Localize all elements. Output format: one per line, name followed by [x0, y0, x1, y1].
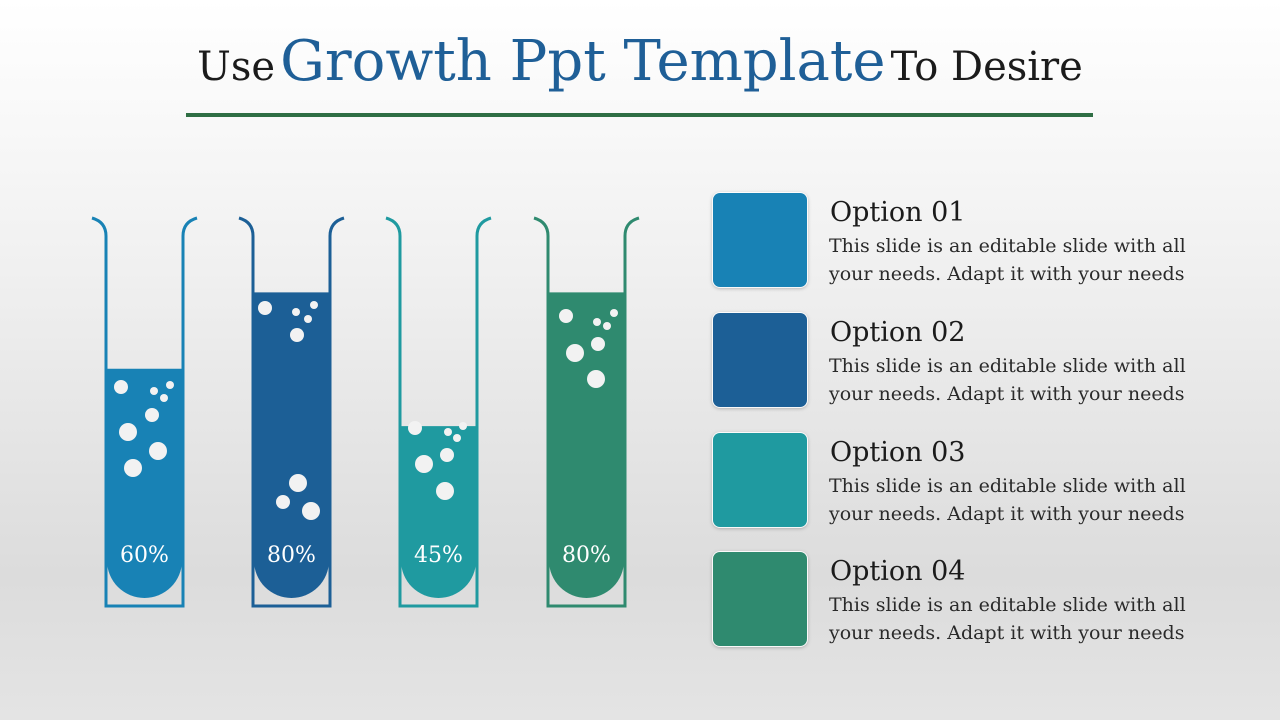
option-3-title: Option 03 — [830, 437, 966, 468]
tube-2-percent-label: 80% — [267, 543, 316, 568]
bubble — [603, 322, 611, 330]
bubble — [124, 459, 142, 477]
bubble — [591, 337, 605, 351]
option-item-3: Option 03 This slide is an editable slid… — [712, 432, 1232, 532]
bubble — [408, 421, 422, 435]
bubble — [304, 315, 312, 323]
tube-3-percent-label: 45% — [414, 543, 463, 568]
option-item-4: Option 04 This slide is an editable slid… — [712, 551, 1232, 651]
tube-2-liquid — [254, 292, 329, 598]
tube-4: 80% — [533, 216, 640, 608]
option-4-color-swatch — [713, 552, 807, 646]
bubble — [440, 448, 454, 462]
test-tubes-graphic: 60% 80% 45% 80% — [91, 216, 640, 608]
tube-3-glass — [385, 216, 492, 608]
tube-4-percent-label: 80% — [562, 543, 611, 568]
bubble — [289, 474, 307, 492]
bubble — [459, 422, 467, 430]
bubble — [114, 380, 128, 394]
bubble — [290, 328, 304, 342]
slide-title: Use Growth Ppt Template To Desire — [0, 34, 1280, 90]
option-1-description: This slide is an editable slide with all… — [829, 235, 1186, 285]
bubble — [276, 495, 290, 509]
option-item-2: Option 02 This slide is an editable slid… — [712, 312, 1232, 412]
tube-2: 80% — [238, 216, 345, 608]
option-item-1: Option 01 This slide is an editable slid… — [712, 192, 1232, 292]
bubble — [559, 309, 573, 323]
bubble — [149, 442, 167, 460]
bubble — [436, 482, 454, 500]
tube-3: 45% — [385, 216, 492, 608]
title-underline — [186, 113, 1093, 117]
option-2-color-swatch — [713, 313, 807, 407]
bubble — [310, 301, 318, 309]
title-suffix: To Desire — [890, 44, 1083, 90]
tube-1: 60% — [91, 216, 198, 608]
option-4-title: Option 04 — [830, 556, 966, 587]
tube-3-liquid — [401, 426, 476, 598]
bubble — [610, 309, 618, 317]
tube-2-glass — [238, 216, 345, 608]
bubble — [444, 428, 452, 436]
bubble — [453, 434, 461, 442]
tube-1-percent-label: 60% — [120, 543, 169, 568]
bubble — [258, 301, 272, 315]
bubble — [302, 502, 320, 520]
option-4-description: This slide is an editable slide with all… — [829, 594, 1186, 644]
bubble — [292, 308, 300, 316]
tube-4-liquid — [549, 292, 624, 598]
bubble — [415, 455, 433, 473]
title-highlight: Growth Ppt Template — [280, 29, 886, 94]
title-prefix: Use — [197, 44, 276, 90]
bubble — [150, 387, 158, 395]
option-2-title: Option 02 — [830, 317, 966, 348]
bubble — [587, 370, 605, 388]
option-3-description: This slide is an editable slide with all… — [829, 475, 1186, 525]
option-1-color-swatch — [713, 193, 807, 287]
tube-4-glass — [533, 216, 640, 608]
option-1-title: Option 01 — [830, 197, 966, 228]
option-3-color-swatch — [713, 433, 807, 527]
bubble — [119, 423, 137, 441]
bubble — [166, 381, 174, 389]
option-2-description: This slide is an editable slide with all… — [829, 355, 1186, 405]
bubble — [593, 318, 601, 326]
bubble — [566, 344, 584, 362]
tube-1-glass — [91, 216, 198, 608]
bubble — [160, 394, 168, 402]
bubble — [145, 408, 159, 422]
